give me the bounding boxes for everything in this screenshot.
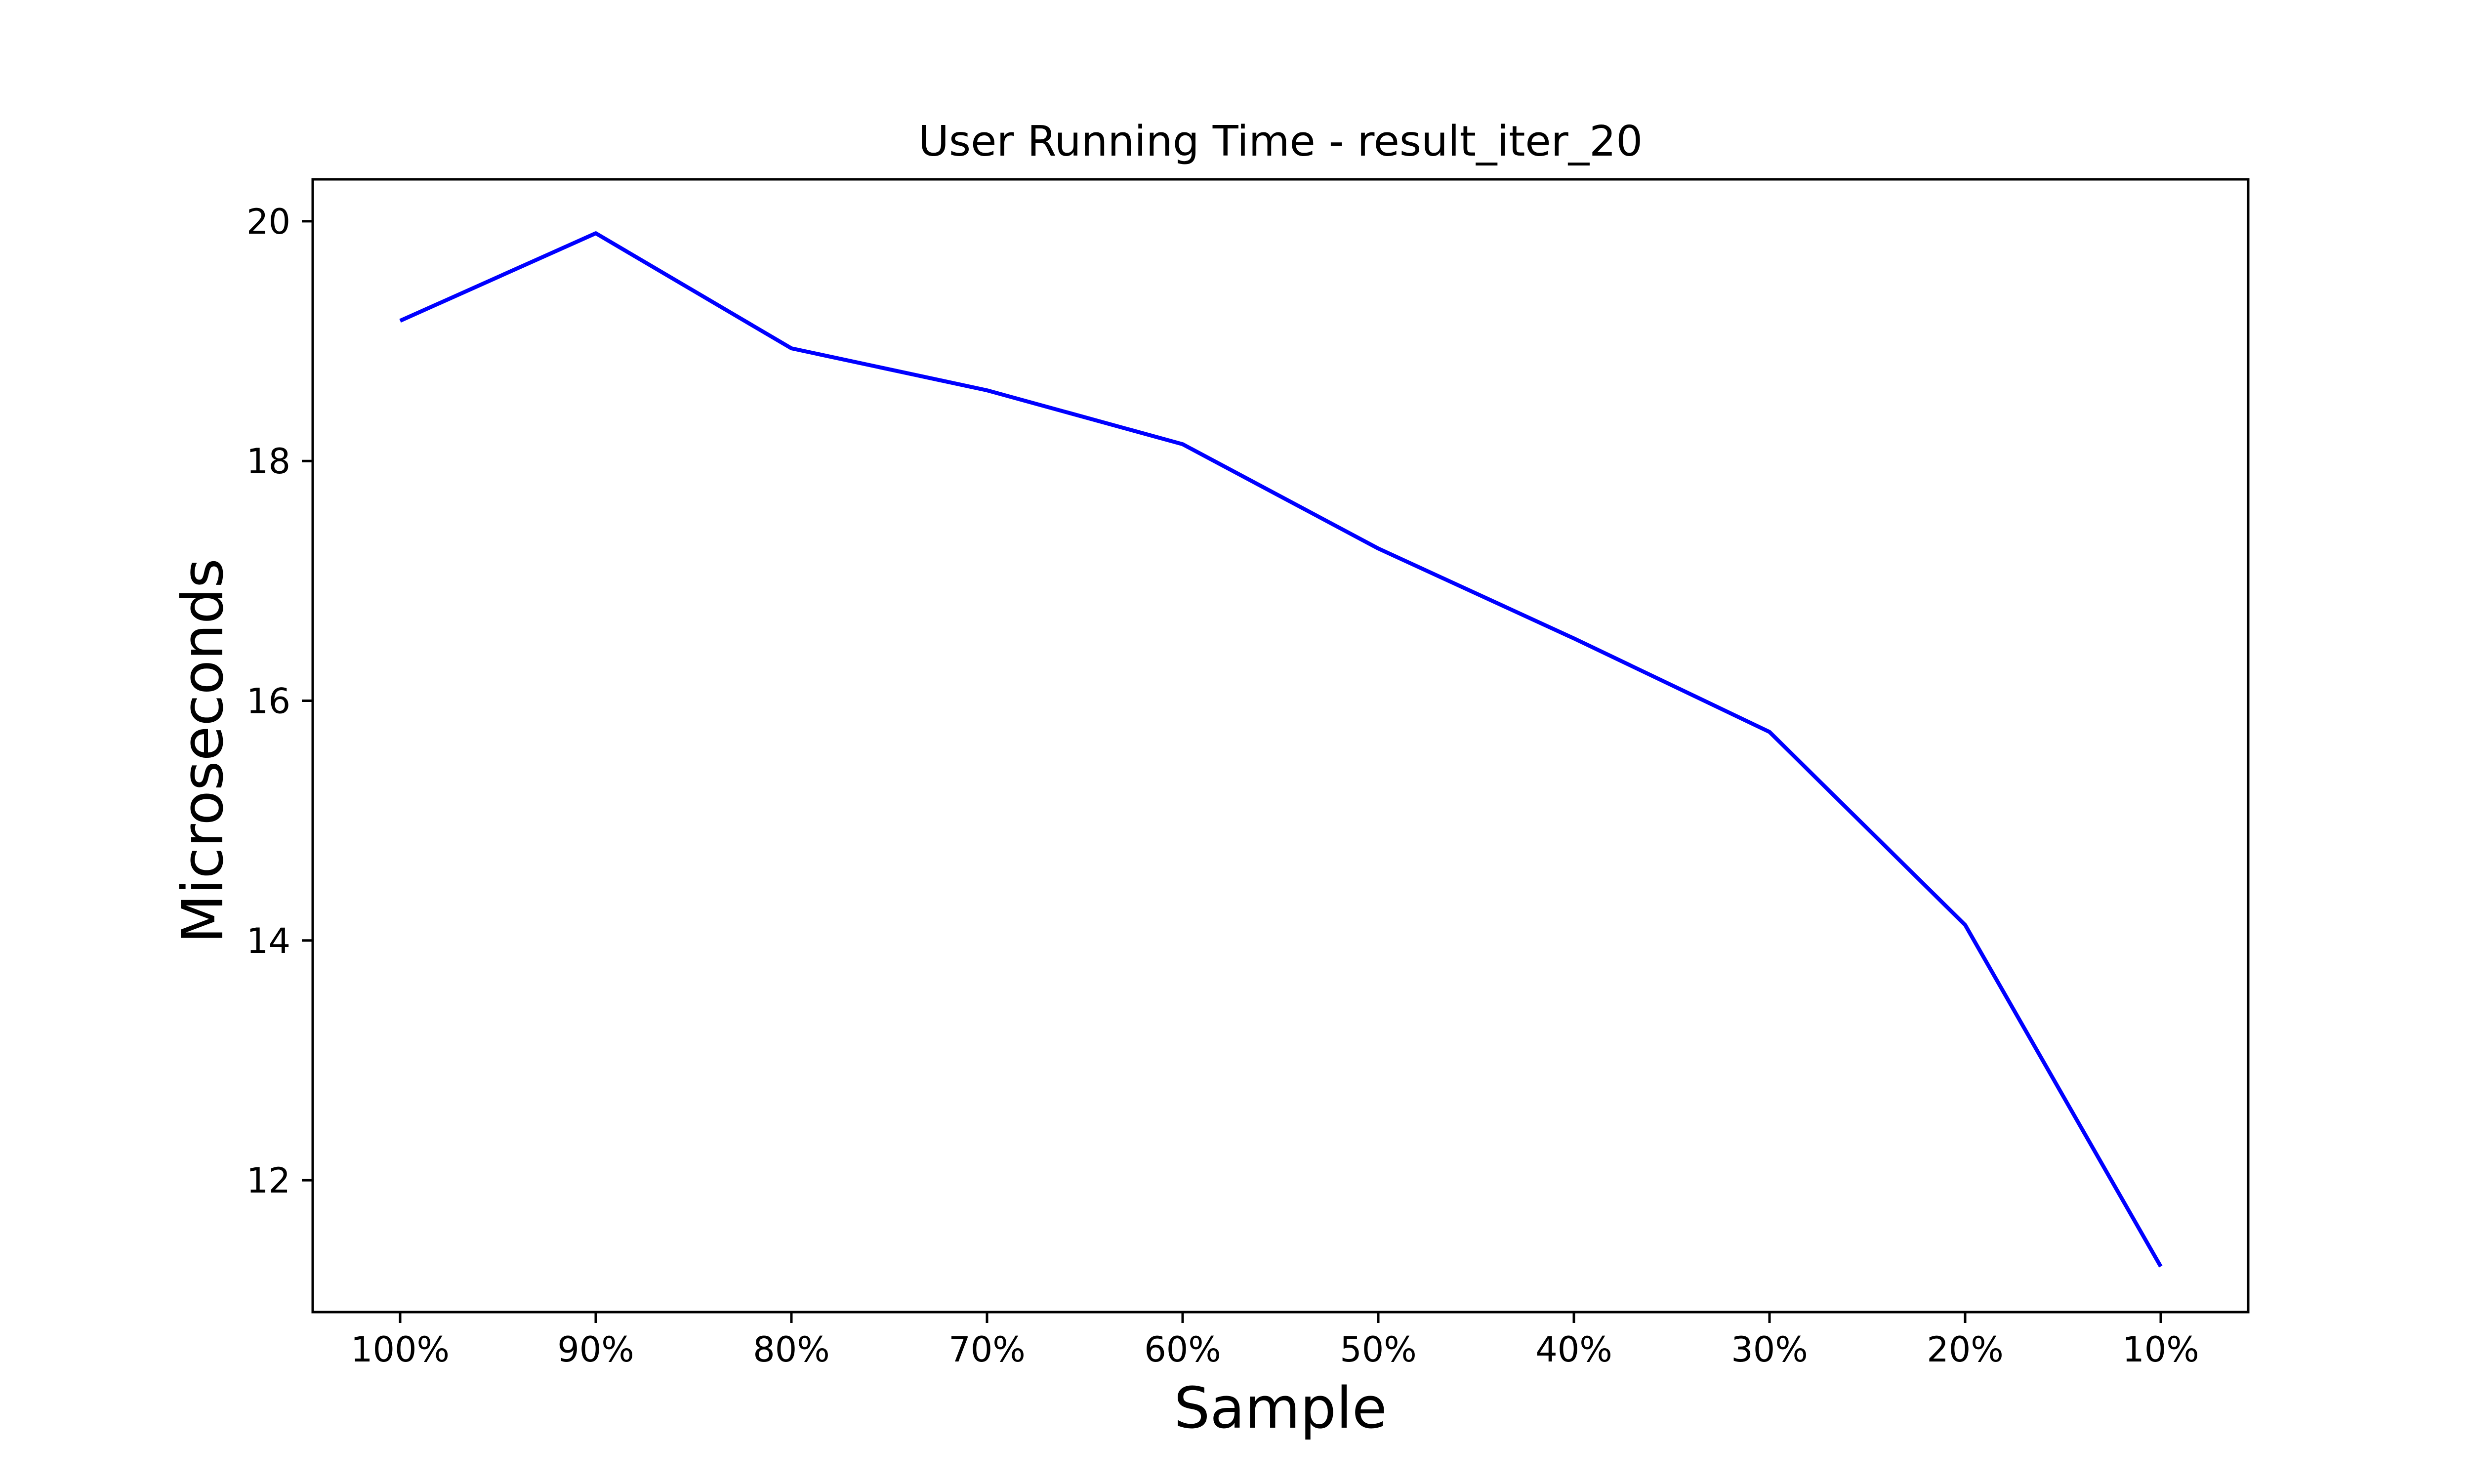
x-tick-label: 40% <box>1535 1329 1612 1370</box>
y-tick-label: 14 <box>247 921 290 961</box>
x-tick-label: 50% <box>1340 1329 1417 1370</box>
series-line <box>399 231 2163 1268</box>
x-tick-label: 60% <box>1144 1329 1221 1370</box>
x-tick-label: 80% <box>753 1329 830 1370</box>
x-tick-label: 20% <box>1927 1329 2004 1370</box>
plot-frame <box>311 178 2250 1314</box>
x-tick-label: 30% <box>1731 1329 1808 1370</box>
x-axis-label: Sample <box>1174 1375 1387 1442</box>
x-tick-label: 100% <box>351 1329 450 1370</box>
y-tick-label: 18 <box>247 441 290 482</box>
x-tick-label: 70% <box>948 1329 1026 1370</box>
x-tick-label: 10% <box>2122 1329 2199 1370</box>
y-tick-label: 20 <box>247 202 290 242</box>
y-axis-label: Microseconds <box>170 558 236 944</box>
y-tick-label: 16 <box>247 681 290 722</box>
chart-title: User Running Time - result_iter_20 <box>918 117 1643 166</box>
x-tick-label: 90% <box>557 1329 634 1370</box>
y-tick-label: 12 <box>247 1160 290 1201</box>
